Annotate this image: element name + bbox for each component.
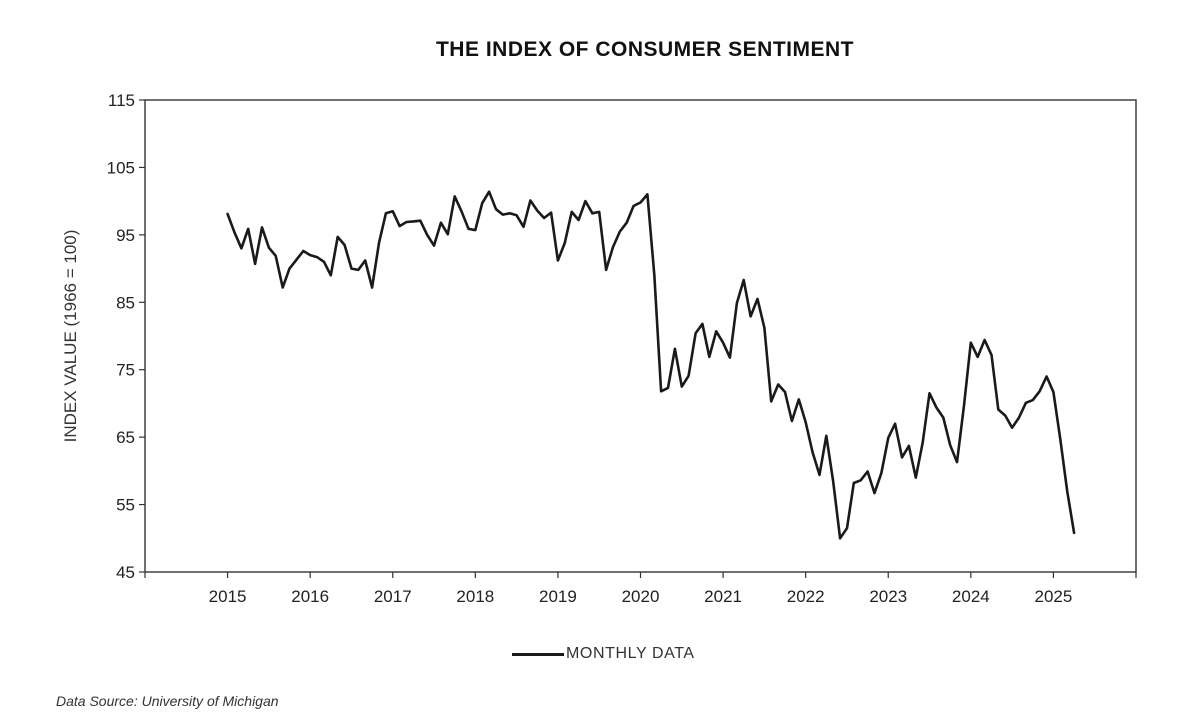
x-tick-label: 2022 xyxy=(787,587,825,606)
x-tick-label: 2025 xyxy=(1035,587,1073,606)
x-tick-label: 2023 xyxy=(869,587,907,606)
data-source-note: Data Source: University of Michigan xyxy=(56,693,279,709)
x-tick-label: 2016 xyxy=(291,587,329,606)
legend: MONTHLY DATA xyxy=(512,645,695,663)
legend-label-monthly-data: MONTHLY DATA xyxy=(566,645,695,662)
legend-swatch-monthly-data xyxy=(512,652,564,656)
y-tick-label: 65 xyxy=(116,428,135,447)
x-tick-label: 2018 xyxy=(456,587,494,606)
plot-area-frame xyxy=(144,99,1137,573)
y-axis-label: INDEX VALUE (1966 = 100) xyxy=(61,230,80,443)
x-tick-label: 2019 xyxy=(539,587,577,606)
series-layer xyxy=(226,190,1076,540)
y-tick-label: 85 xyxy=(116,293,135,312)
y-tick-label: 95 xyxy=(116,226,135,245)
y-tick-label: 55 xyxy=(116,496,135,515)
y-tick-label: 115 xyxy=(108,91,135,110)
x-tick-label: 2021 xyxy=(704,587,742,606)
chart-title: THE INDEX OF CONSUMER SENTIMENT xyxy=(435,38,855,61)
x-tick-label: 2015 xyxy=(209,587,247,606)
x-tick-label: 2017 xyxy=(374,587,412,606)
y-tick-label: 105 xyxy=(107,158,135,177)
x-tick-label: 2024 xyxy=(952,587,990,606)
y-axis: 45 55 65 75 85 95 105 115 xyxy=(107,91,145,582)
x-tick-label: 2020 xyxy=(622,587,660,606)
x-axis: 2015 2016 2017 2018 2019 2020 2021 2022 2023 2024… xyxy=(144,572,1137,606)
y-tick-label: 75 xyxy=(116,361,135,380)
series-line-monthly-data xyxy=(226,190,1076,540)
y-tick-label: 45 xyxy=(116,563,135,582)
